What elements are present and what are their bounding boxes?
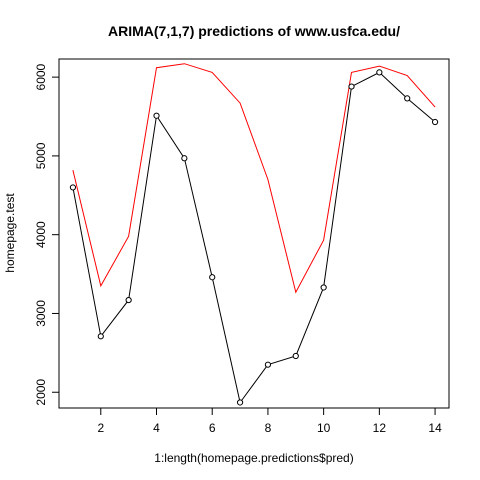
data-point — [236, 399, 244, 406]
y-tick-label: 3000 — [34, 300, 48, 327]
x-axis-label: 1:length(homepage.predictions$pred) — [154, 451, 353, 465]
y-tick-label: 2000 — [34, 379, 48, 406]
data-point — [209, 274, 216, 281]
test-line — [72, 71, 436, 404]
y-axis-label: homepage.test — [3, 193, 17, 273]
data-point — [181, 155, 188, 162]
data-point — [97, 333, 104, 340]
data-point — [292, 352, 299, 360]
data-point — [264, 361, 272, 368]
x-tick-label: 8 — [265, 421, 272, 435]
y-axis: 2000 3000 4000 5000 6000 — [34, 63, 59, 406]
data-point — [431, 118, 439, 126]
y-tick-label: 6000 — [34, 63, 48, 90]
chart-title: ARIMA(7,1,7) predictions of www.usfca.ed… — [108, 23, 400, 39]
x-tick-label: 12 — [373, 421, 387, 435]
data-point — [376, 69, 383, 76]
x-tick-label: 4 — [153, 421, 160, 435]
x-tick-label: 6 — [209, 421, 216, 435]
data-point — [348, 83, 355, 90]
plot-frame — [58, 58, 450, 409]
data-point — [404, 95, 411, 102]
y-tick-label: 4000 — [34, 221, 48, 248]
x-axis: 2 4 6 8 10 12 14 — [97, 408, 442, 435]
data-point — [69, 184, 77, 191]
data-point — [320, 284, 327, 291]
prediction-line — [72, 63, 436, 294]
x-tick-label: 14 — [428, 421, 442, 435]
data-point — [125, 296, 132, 304]
data-point — [153, 112, 160, 119]
series-layer — [69, 63, 439, 406]
x-tick-label: 10 — [317, 421, 331, 435]
x-tick-label: 2 — [97, 421, 104, 435]
y-tick-label: 5000 — [34, 142, 48, 169]
